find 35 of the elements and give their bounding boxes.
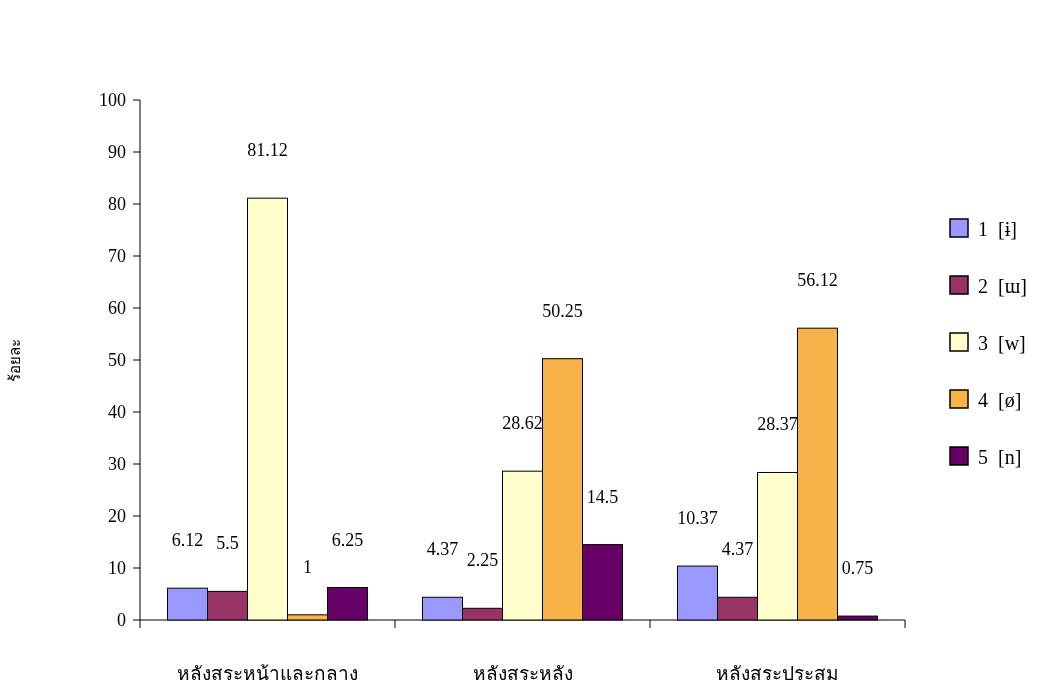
y-tick-label: 50 <box>108 350 126 370</box>
data-label: 4.37 <box>426 539 459 560</box>
y-tick-label: 60 <box>108 298 126 318</box>
data-label: 81.12 <box>247 140 288 161</box>
y-tick-label: 20 <box>108 506 126 526</box>
data-label: 5.5 <box>216 533 239 554</box>
y-tick-label: 90 <box>108 142 126 162</box>
x-tick-label: หลังสระหน้าและกลาง <box>177 663 358 684</box>
legend-label: 5 [n] <box>978 446 1022 468</box>
data-label: 50.25 <box>542 300 583 321</box>
y-tick-label: 80 <box>108 194 126 214</box>
y-tick-label: 40 <box>108 402 126 422</box>
data-label: 28.62 <box>502 413 543 434</box>
data-label: 6.12 <box>171 530 204 551</box>
legend-label: 4 [ø] <box>978 389 1022 411</box>
data-label: 6.25 <box>331 529 364 550</box>
data-label: 28.37 <box>757 414 798 435</box>
legend-label: 3 [w] <box>978 332 1026 354</box>
x-tick-label: หลังสระประสม <box>716 663 839 684</box>
data-label: 2.25 <box>466 550 499 571</box>
y-axis-title: ร้อยละ <box>6 338 24 382</box>
data-label: 10.37 <box>677 508 718 529</box>
y-tick-label: 30 <box>108 454 126 474</box>
y-tick-label: 100 <box>99 90 126 110</box>
data-label: 14.5 <box>586 486 619 507</box>
legend-label: 2 [ɯ] <box>978 275 1027 297</box>
x-tick-label: หลังสระหลัง <box>472 663 573 684</box>
y-tick-label: 0 <box>117 610 126 630</box>
data-label: 56.12 <box>797 270 838 291</box>
legend-label: 1 [ɨ] <box>978 218 1017 240</box>
y-tick-label: 70 <box>108 246 126 266</box>
data-label: 1 <box>303 556 312 577</box>
data-label: 4.37 <box>721 539 754 560</box>
y-tick-label: 10 <box>108 558 126 578</box>
data-label: 0.75 <box>841 558 874 579</box>
